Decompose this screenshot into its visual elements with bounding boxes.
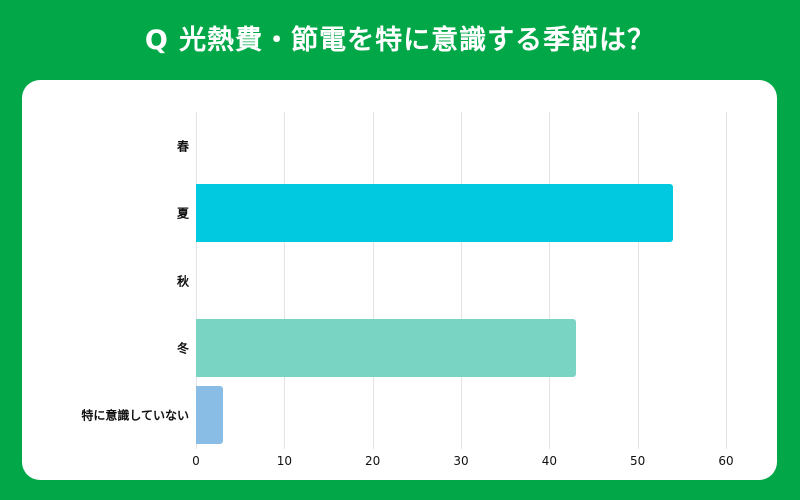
gridline (372, 112, 374, 449)
x-tick-label: 40 (541, 454, 557, 468)
gridline (284, 112, 286, 449)
x-tick-label: 20 (365, 454, 381, 468)
chart-card: 春夏秋冬特に意識していない 0 10 20 30 40 50 60 (22, 80, 777, 480)
gridline (637, 112, 639, 449)
bar (196, 184, 673, 243)
gridline (549, 112, 551, 449)
x-tick-label: 50 (630, 454, 646, 468)
y-category-label: 秋 (176, 274, 189, 288)
y-category-label: 冬 (176, 341, 189, 356)
plot-area (196, 112, 727, 449)
bar (196, 318, 576, 377)
gridline (726, 112, 727, 449)
chart-title: Q 光熱費・節電を特に意識する季節は？ (144, 25, 656, 56)
y-category-label: 春 (176, 139, 189, 154)
gridline (196, 112, 197, 449)
x-tick-label: 60 (718, 454, 734, 468)
y-category-label: 特に意識していない (81, 408, 189, 423)
x-tick-label: 10 (276, 454, 292, 468)
x-tick-label: 30 (453, 454, 469, 468)
gridline (461, 112, 462, 449)
bar (196, 386, 223, 445)
x-tick-label: 0 (192, 454, 200, 468)
y-category-label: 夏 (176, 206, 189, 221)
